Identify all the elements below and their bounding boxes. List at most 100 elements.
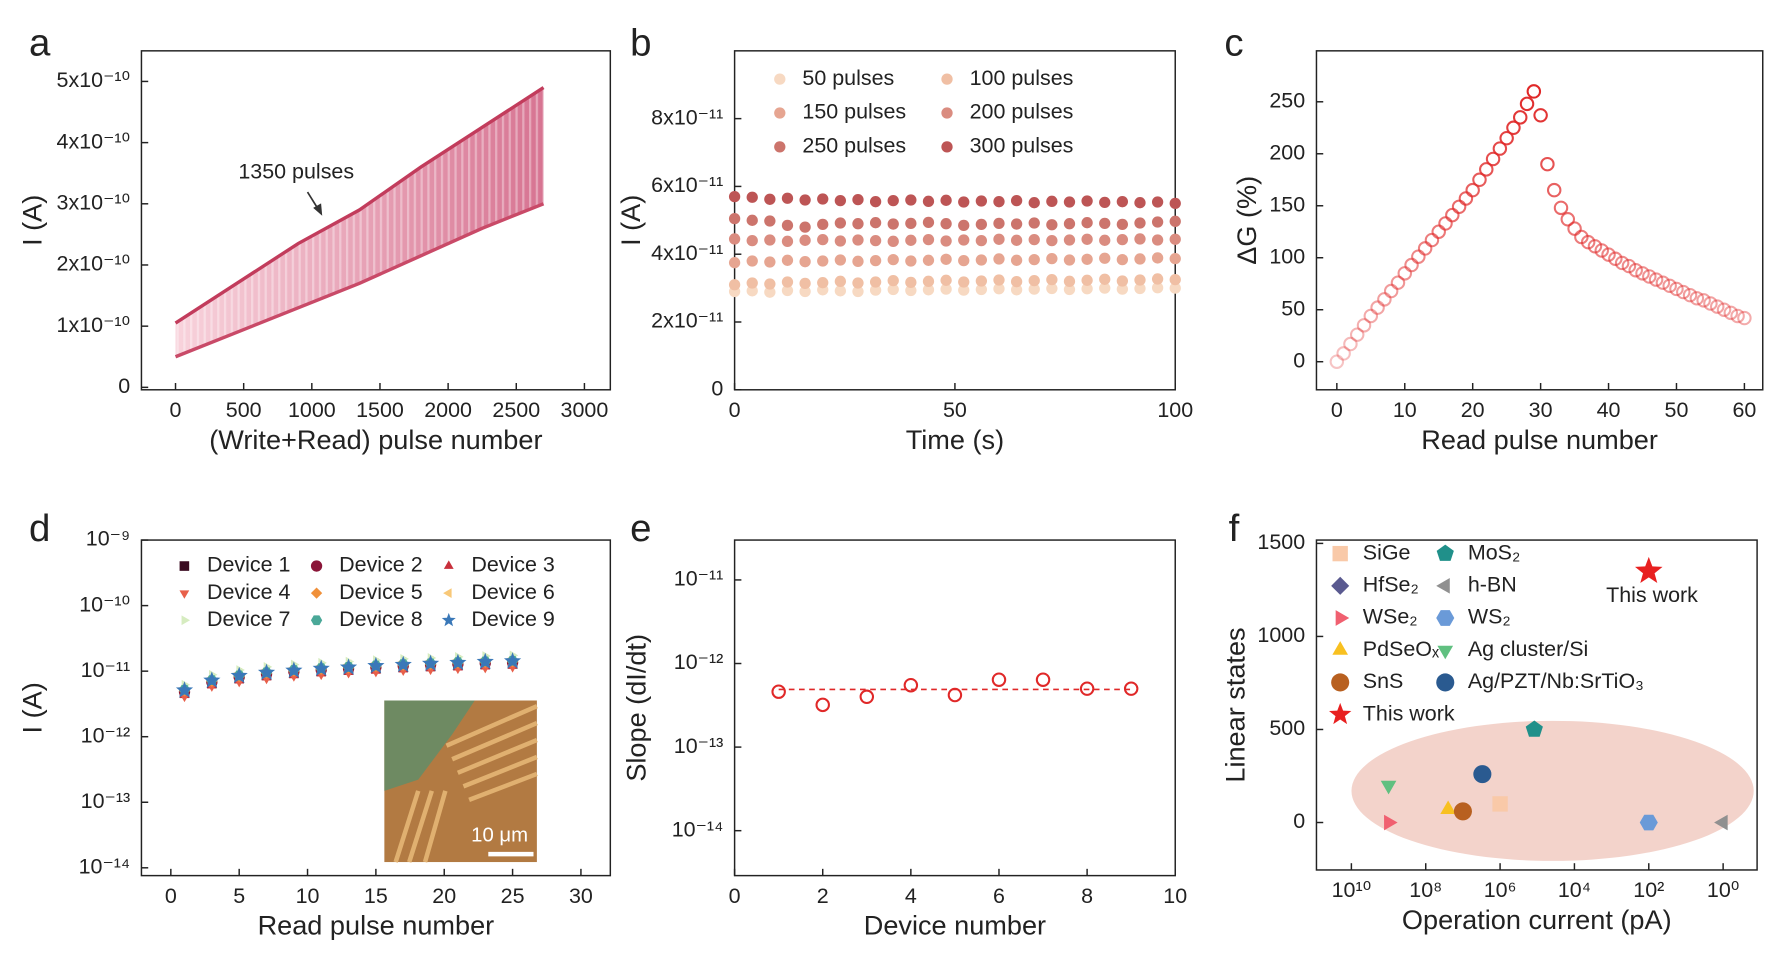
data-point	[1642, 269, 1657, 284]
data-point	[1458, 191, 1474, 206]
data-point	[746, 214, 758, 226]
legend-marker	[941, 107, 953, 119]
y-tick-label: 6x10⁻¹¹	[651, 173, 723, 197]
legend-marker	[1332, 641, 1349, 655]
band-edge	[174, 202, 545, 359]
legend-label: PdSeOₓ	[1363, 637, 1440, 661]
data-point	[1010, 195, 1023, 207]
data-point	[203, 671, 221, 688]
scale-bar-label: 10 μm	[471, 824, 528, 846]
data-point	[764, 278, 776, 290]
legend-marker	[774, 73, 786, 85]
data-point	[1703, 296, 1718, 311]
data-point	[903, 677, 919, 693]
data-point	[1519, 96, 1535, 112]
data-point	[958, 276, 970, 288]
data-point	[1676, 284, 1691, 300]
x-axis-label: Time (s)	[906, 424, 1004, 455]
y-tick-label: 0	[1293, 809, 1305, 833]
data-point	[1377, 292, 1392, 307]
x-axis-label: Read pulse number	[258, 910, 495, 941]
y-tick-label: 10⁻¹⁴	[79, 854, 131, 878]
data-point	[1134, 197, 1146, 209]
legend-label: Ag cluster/Si	[1468, 637, 1588, 661]
data-point	[799, 234, 811, 246]
data-point	[1525, 720, 1543, 737]
data-point	[728, 257, 741, 269]
data-point	[834, 217, 847, 229]
data-point	[1485, 151, 1501, 167]
data-point	[991, 672, 1007, 687]
data-point	[799, 194, 811, 206]
data-point	[852, 285, 864, 298]
x-axis-label: Device number	[864, 910, 1046, 941]
data-point	[1601, 247, 1616, 262]
data-point	[1151, 234, 1164, 246]
data-point	[1567, 221, 1582, 236]
data-point	[1473, 765, 1492, 784]
data-point	[905, 255, 917, 267]
data-point	[852, 218, 864, 230]
x-tick-label: 1000	[288, 398, 336, 422]
data-point	[1099, 273, 1111, 285]
panel-label: e	[630, 507, 651, 550]
data-point	[1134, 274, 1146, 286]
data-point	[230, 666, 248, 684]
x-tick-label: 1500	[356, 398, 404, 422]
data-point	[869, 217, 882, 229]
data-point	[1116, 218, 1129, 231]
data-point	[834, 285, 847, 297]
legend-label: Ag/PZT/Nb:SrTiO₃	[1468, 669, 1644, 693]
data-point	[1099, 282, 1111, 294]
data-point	[1492, 796, 1508, 812]
data-point	[958, 255, 970, 267]
panel-label: b	[630, 21, 651, 64]
data-point	[958, 234, 970, 246]
y-tick-label: 8x10⁻¹¹	[651, 105, 723, 129]
data-point	[1081, 217, 1093, 229]
data-point	[958, 219, 970, 232]
data-point	[746, 235, 758, 247]
data-point	[764, 286, 776, 298]
data-point	[799, 285, 811, 298]
band-edge	[174, 86, 545, 325]
plot-frame	[140, 50, 612, 391]
x-tick-label: 8	[1081, 884, 1093, 908]
data-point	[1682, 287, 1698, 303]
x-tick-label: 15	[364, 884, 388, 908]
data-point	[1635, 266, 1650, 281]
x-tick-label: 50	[1665, 398, 1689, 422]
data-point	[1479, 162, 1494, 177]
data-point	[958, 284, 970, 296]
legend-label: h-BN	[1468, 572, 1517, 596]
panel: c 0 10 20 30 40 50 60 0 50 100 150 200 250 Read pulse …	[1224, 21, 1764, 455]
data-point	[993, 253, 1005, 265]
y-tick-label: 1000	[1257, 623, 1305, 647]
data-point	[815, 697, 830, 713]
data-point	[852, 255, 864, 267]
data-point	[834, 254, 847, 266]
data-point	[940, 283, 952, 295]
legend-marker	[1436, 610, 1455, 626]
panel: a 0 500 1000 1500 2000 2500 3000 0 1x10⁻¹⁰ 2x10⁻¹⁰…	[16, 21, 612, 455]
data-point	[1028, 197, 1040, 209]
data-point	[1099, 252, 1111, 264]
data-point	[1648, 272, 1664, 287]
data-point	[905, 276, 917, 288]
annotation: 1350 pulses	[238, 160, 354, 184]
x-tick-label: 20	[432, 884, 456, 908]
data-point	[1553, 200, 1569, 216]
legend-marker	[774, 107, 786, 119]
data-point	[922, 284, 935, 296]
legend-label: Device 9	[471, 607, 554, 631]
data-point	[1099, 234, 1111, 246]
data-point	[1390, 275, 1406, 290]
y-tick-label: 10⁻¹³	[674, 734, 723, 758]
data-point	[421, 654, 440, 672]
data-point	[1081, 274, 1093, 286]
data-point	[1492, 141, 1508, 156]
data-point	[728, 279, 741, 291]
panel-label: a	[29, 21, 51, 64]
legend-label: WS₂	[1468, 605, 1511, 629]
data-point	[1099, 217, 1111, 230]
